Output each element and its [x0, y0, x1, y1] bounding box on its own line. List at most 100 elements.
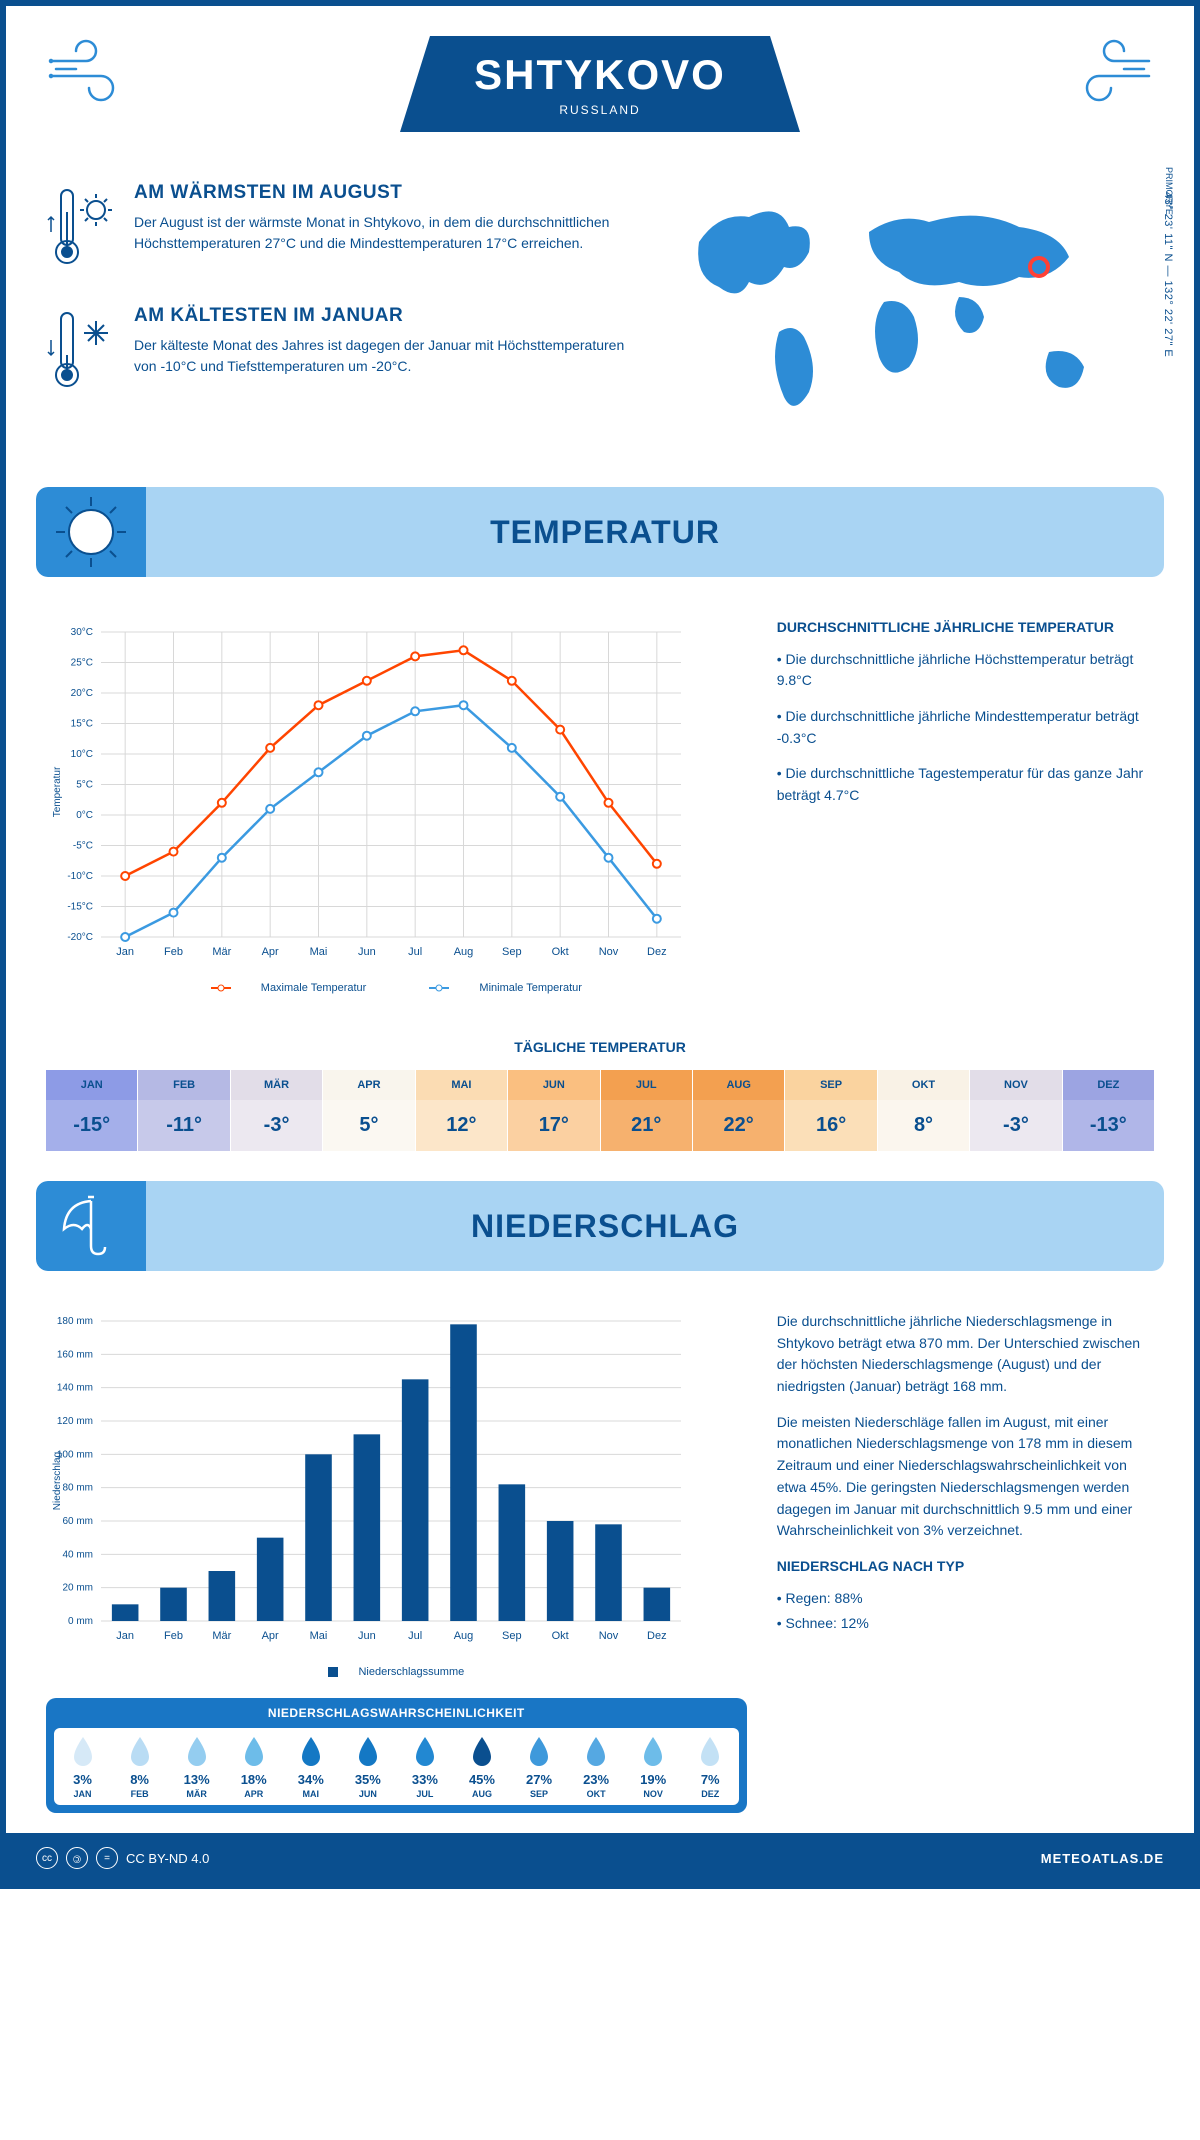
svg-text:120 mm: 120 mm — [57, 1416, 93, 1427]
svg-text:-20°C: -20°C — [67, 932, 93, 943]
svg-text:Nov: Nov — [599, 946, 619, 958]
wind-icon — [46, 36, 136, 111]
bullet: • Die durchschnittliche Tagestemperatur … — [777, 763, 1154, 806]
svg-text:Aug: Aug — [454, 946, 474, 958]
probability-box: NIEDERSCHLAGSWAHRSCHEINLICHKEIT 3%JAN8%F… — [46, 1698, 747, 1813]
probability-cell: 33%JUL — [396, 1734, 453, 1799]
svg-text:40 mm: 40 mm — [62, 1549, 93, 1560]
svg-text:Niederschlag: Niederschlag — [52, 1452, 63, 1510]
svg-text:30°C: 30°C — [71, 627, 93, 638]
svg-text:Dez: Dez — [647, 1630, 667, 1642]
svg-text:Temperatur: Temperatur — [52, 766, 63, 817]
fact-warm-text: Der August ist der wärmste Monat in Shty… — [134, 212, 639, 254]
probability-cell: 18%APR — [225, 1734, 282, 1799]
temp-cal-cell: SEP16° — [785, 1070, 877, 1151]
svg-text:-10°C: -10°C — [67, 871, 93, 882]
cc-by-icon: 🄯 — [66, 1847, 88, 1869]
temp-cal-cell: AUG22° — [693, 1070, 785, 1151]
svg-text:60 mm: 60 mm — [62, 1516, 93, 1527]
svg-text:80 mm: 80 mm — [62, 1483, 93, 1494]
wind-icon — [1064, 36, 1154, 111]
temp-cal-cell: JAN-15° — [46, 1070, 138, 1151]
header: SHTYKOVO RUSSLAND — [6, 6, 1194, 152]
thermometer-sun-icon — [46, 182, 116, 277]
probability-cell: 3%JAN — [54, 1734, 111, 1799]
svg-text:Okt: Okt — [552, 946, 569, 958]
temp-cal-cell: MAI12° — [416, 1070, 508, 1151]
svg-text:Nov: Nov — [599, 1630, 619, 1642]
svg-text:25°C: 25°C — [71, 658, 93, 669]
sun-icon — [36, 487, 146, 577]
svg-text:Feb: Feb — [164, 946, 183, 958]
precip-type-bullets: • Regen: 88% • Schnee: 12% — [777, 1588, 1154, 1635]
fact-coldest: AM KÄLTESTEN IM JANUAR Der kälteste Mona… — [46, 305, 639, 400]
svg-text:-15°C: -15°C — [67, 902, 93, 913]
daily-temp-title: TÄGLICHE TEMPERATUR — [6, 1039, 1194, 1055]
svg-text:Apr: Apr — [262, 946, 279, 958]
svg-text:Mai: Mai — [310, 1630, 328, 1642]
infographic-container: SHTYKOVO RUSSLAND AM WÄRMSTEN IM AUGUST … — [0, 0, 1200, 1889]
svg-text:Jun: Jun — [358, 946, 376, 958]
svg-text:Okt: Okt — [552, 1630, 569, 1642]
temperature-content: -20°C-15°C-10°C-5°C0°C5°C10°C15°C20°C25°… — [6, 597, 1194, 1014]
svg-text:180 mm: 180 mm — [57, 1316, 93, 1327]
umbrella-icon — [36, 1181, 146, 1271]
city-title: SHTYKOVO — [450, 51, 750, 99]
cc-nd-icon: = — [96, 1847, 118, 1869]
svg-text:0 mm: 0 mm — [68, 1616, 93, 1627]
svg-text:Aug: Aug — [454, 1630, 474, 1642]
site-label: METEOATLAS.DE — [1041, 1851, 1164, 1866]
precipitation-header: NIEDERSCHLAG — [36, 1181, 1164, 1271]
cc-icon: cc — [36, 1847, 58, 1869]
fact-cold-text: Der kälteste Monat des Jahres ist dagege… — [134, 335, 639, 377]
footer: cc 🄯 = CC BY-ND 4.0 METEOATLAS.DE — [6, 1833, 1194, 1883]
temp-cal-cell: FEB-11° — [138, 1070, 230, 1151]
svg-text:10°C: 10°C — [71, 749, 93, 760]
svg-text:Feb: Feb — [164, 1630, 183, 1642]
temp-cal-cell: MÄR-3° — [231, 1070, 323, 1151]
probability-cell: 35%JUN — [339, 1734, 396, 1799]
svg-text:Mai: Mai — [310, 946, 328, 958]
svg-text:160 mm: 160 mm — [57, 1349, 93, 1360]
temperature-title: TEMPERATUR — [146, 514, 1164, 551]
svg-text:140 mm: 140 mm — [57, 1383, 93, 1394]
temp-cal-cell: DEZ-13° — [1063, 1070, 1154, 1151]
temp-cal-cell: NOV-3° — [970, 1070, 1062, 1151]
precipitation-bar-chart: 0 mm20 mm40 mm60 mm80 mm100 mm120 mm140 … — [46, 1311, 696, 1651]
bullet: • Schnee: 12% — [777, 1613, 1154, 1635]
title-banner: SHTYKOVO RUSSLAND — [400, 36, 800, 132]
fact-warm-title: AM WÄRMSTEN IM AUGUST — [134, 182, 639, 204]
license-label: CC BY-ND 4.0 — [126, 1851, 209, 1866]
bullet: • Regen: 88% — [777, 1588, 1154, 1610]
svg-text:Dez: Dez — [647, 946, 667, 958]
bullet: • Die durchschnittliche jährliche Höchst… — [777, 649, 1154, 692]
svg-text:Jul: Jul — [408, 946, 422, 958]
coordinates: 43° 23' 11" N — 132° 22' 27" E — [1162, 192, 1174, 357]
thermometer-snow-icon — [46, 305, 116, 400]
probability-cell: 8%FEB — [111, 1734, 168, 1799]
probability-cell: 13%MÄR — [168, 1734, 225, 1799]
precipitation-content: 0 mm20 mm40 mm60 mm80 mm100 mm120 mm140 … — [6, 1291, 1194, 1833]
svg-text:Jan: Jan — [116, 1630, 134, 1642]
svg-text:5°C: 5°C — [76, 780, 93, 791]
precip-type-title: NIEDERSCHLAG NACH TYP — [777, 1556, 1154, 1578]
fact-warmest: AM WÄRMSTEN IM AUGUST Der August ist der… — [46, 182, 639, 277]
temp-cal-cell: APR5° — [323, 1070, 415, 1151]
probability-cell: 19%NOV — [625, 1734, 682, 1799]
info-section: AM WÄRMSTEN IM AUGUST Der August ist der… — [6, 152, 1194, 467]
world-map — [669, 182, 1129, 432]
probability-cell: 7%DEZ — [682, 1734, 739, 1799]
probability-title: NIEDERSCHLAGSWAHRSCHEINLICHKEIT — [46, 1698, 747, 1728]
svg-text:15°C: 15°C — [71, 719, 93, 730]
svg-text:20°C: 20°C — [71, 688, 93, 699]
svg-text:Jan: Jan — [116, 946, 134, 958]
svg-text:Jun: Jun — [358, 1630, 376, 1642]
temperature-line-chart: -20°C-15°C-10°C-5°C0°C5°C10°C15°C20°C25°… — [46, 617, 696, 967]
daily-temp-calendar: JAN-15°FEB-11°MÄR-3°APR5°MAI12°JUN17°JUL… — [46, 1070, 1154, 1151]
annual-temp-bullets: • Die durchschnittliche jährliche Höchst… — [777, 649, 1154, 807]
precip-text-1: Die durchschnittliche jährliche Niedersc… — [777, 1311, 1154, 1398]
svg-text:Mär: Mär — [212, 1630, 231, 1642]
svg-text:Mär: Mär — [212, 946, 231, 958]
precip-text-2: Die meisten Niederschläge fallen im Augu… — [777, 1412, 1154, 1542]
probability-cell: 45%AUG — [453, 1734, 510, 1799]
